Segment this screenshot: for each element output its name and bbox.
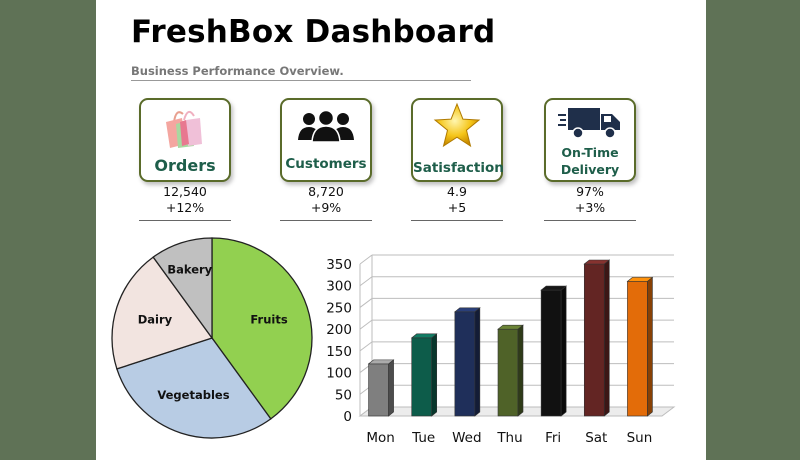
daily-bar-chart: 0 50 100 150 200 250 300 350 Mon Tue Wed Thu Fri Sat S… (326, 254, 676, 446)
bar-fri (540, 285, 567, 417)
x-tick-label-wed: Wed (452, 430, 481, 446)
pie-slice-dairy (111, 256, 214, 370)
bar-side (603, 259, 610, 417)
pie-label-vegetables: Vegetables (157, 388, 229, 402)
x-tick-label-sat: Sat (585, 430, 607, 446)
gridline-depth (359, 319, 373, 330)
star-icon (433, 102, 481, 148)
bar-side (517, 324, 524, 417)
kpi-label-orders: Orders (154, 156, 216, 175)
kpi-values-orders: 12,540 +12% (139, 184, 231, 216)
kpi-change-orders: +12% (165, 200, 205, 215)
x-tick-label-sun: Sun (627, 430, 653, 446)
bar-front (454, 311, 476, 417)
pie-label-dairy: Dairy (138, 312, 173, 326)
pie-slice-vegetables (116, 337, 272, 439)
kpi-values-satisfaction: 4.9 +5 (411, 184, 503, 216)
kpi-values-delivery: 97% +3% (544, 184, 636, 216)
bar-front (368, 363, 389, 417)
bar-top (626, 277, 654, 282)
gridline-depth (359, 341, 373, 352)
gridline-depth (359, 254, 373, 265)
bar-front (497, 328, 519, 417)
bar-sun (626, 276, 654, 417)
shopping-bags-icon (166, 110, 202, 148)
delivery-truck-icon (558, 108, 620, 139)
kpi-value-satisfaction: 4.9 (447, 184, 467, 199)
bar-side (388, 359, 394, 417)
page-title: FreshBox Dashboard (131, 14, 496, 50)
x-tick-label-mon: Mon (366, 430, 394, 446)
kpi-label-delivery: On-Time Delivery (546, 144, 634, 178)
pie-label-bakery: Bakery (167, 263, 212, 277)
bar-mon (367, 359, 395, 417)
kpi-card-customers: Customers (280, 98, 372, 182)
kpi-label-delivery-line2: Delivery (560, 162, 620, 177)
bar-top (454, 307, 481, 313)
kpi-change-satisfaction: +5 (447, 200, 467, 215)
gridline-depth (359, 276, 373, 287)
users-group-icon (298, 109, 354, 143)
kpi-label-customers: Customers (285, 156, 367, 172)
bar-front (411, 337, 433, 417)
y-tick-label: 0 (343, 409, 352, 425)
bar-wed (454, 307, 481, 417)
kpi-card-delivery: On-Time Delivery (544, 98, 636, 182)
page-subtitle: Business Performance Overview. (131, 64, 471, 81)
kpi-values-customers: 8,720 +9% (280, 184, 372, 216)
kpi-value-delivery: 97% (576, 184, 604, 199)
y-tick-label: 350 (326, 257, 352, 273)
y-tick-label: 150 (326, 344, 352, 360)
bar-top (367, 359, 395, 365)
kpi-change-delivery: +3% (574, 200, 606, 215)
kpi-label-delivery-line1: On-Time (561, 145, 619, 160)
bar-front (540, 289, 562, 417)
y-tick-label: 250 (326, 300, 352, 316)
y-tick-label: 100 (326, 366, 352, 382)
kpi-label-satisfaction: Satisfaction (413, 160, 504, 176)
y-tick-label: 300 (326, 279, 352, 295)
bar-top (583, 259, 611, 265)
kpi-divider (280, 220, 372, 221)
bar-top (497, 324, 524, 330)
y-tick-label: 200 (326, 322, 352, 338)
bar-side (560, 285, 567, 417)
kpi-divider (139, 220, 231, 221)
kpi-value-customers: 8,720 (308, 184, 344, 199)
bar-front (627, 281, 648, 417)
bar-thu (497, 324, 524, 417)
pie-slice-fruits (211, 237, 313, 420)
kpi-card-orders: Orders (139, 98, 231, 182)
category-pie-chart: Fruits Vegetables Dairy Bakery (111, 237, 313, 439)
kpi-divider (544, 220, 636, 221)
pie-slice-bakery (152, 237, 213, 341)
pie-label-fruits: Fruits (250, 312, 287, 326)
x-tick-label-thu: Thu (496, 430, 522, 446)
bar-sat (583, 259, 611, 417)
bar-front (583, 263, 605, 417)
bar-top (410, 333, 438, 339)
kpi-change-customers: +9% (310, 200, 342, 215)
bar-side (474, 307, 481, 417)
y-tick-label: 50 (335, 387, 352, 403)
dashboard-slide: FreshBox Dashboard Business Performance … (96, 0, 706, 460)
x-tick-label-tue: Tue (411, 430, 435, 446)
bar-tue (410, 333, 438, 417)
bar-top (540, 285, 567, 291)
bar-side (431, 333, 438, 417)
x-tick-label-fri: Fri (545, 430, 561, 446)
kpi-value-orders: 12,540 (163, 184, 207, 199)
kpi-card-satisfaction: Satisfaction (411, 98, 504, 182)
bar-side (647, 276, 653, 417)
kpi-divider (411, 220, 503, 221)
gridline-depth (359, 298, 373, 308)
